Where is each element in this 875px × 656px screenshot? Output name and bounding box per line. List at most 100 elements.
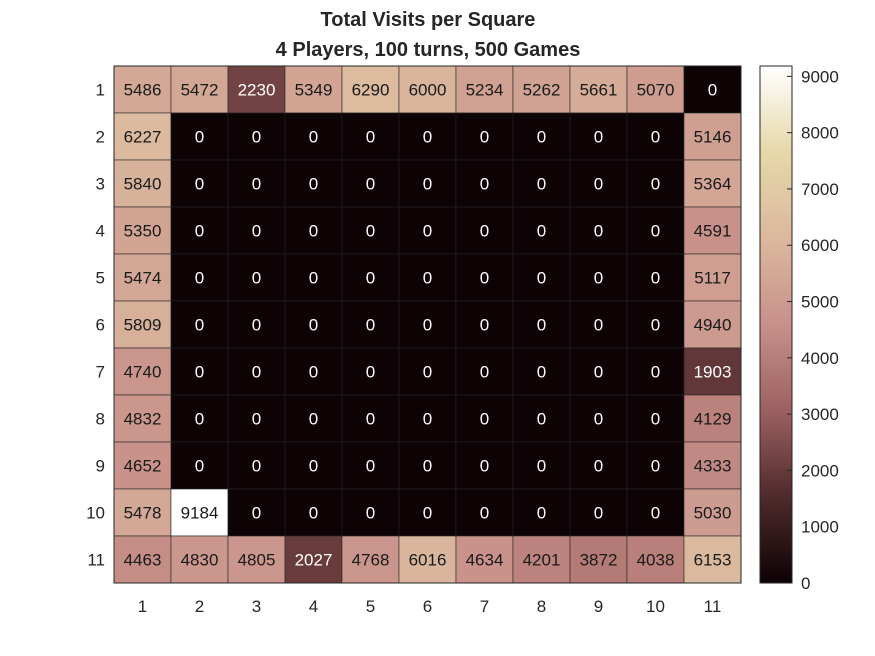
heatmap-cell <box>227 441 286 490</box>
heatmap-cell <box>569 488 628 537</box>
cell-value-label: 0 <box>309 269 318 288</box>
cell-value-label: 4832 <box>124 410 162 429</box>
heatmap-cell <box>227 206 286 255</box>
x-tick-label: 8 <box>537 597 546 616</box>
cell-value-label: 0 <box>594 175 603 194</box>
heatmap-cell <box>512 535 571 584</box>
cell-value-label: 0 <box>708 81 717 100</box>
y-tick-label: 1 <box>96 81 105 100</box>
cell-value-label: 4768 <box>352 551 390 570</box>
heatmap-cell <box>512 488 571 537</box>
cell-value-label: 0 <box>594 363 603 382</box>
x-tick-label: 11 <box>704 597 722 616</box>
cell-value-label: 5486 <box>124 81 162 100</box>
cell-value-label: 0 <box>537 222 546 241</box>
x-axis-ticks: 1 2 3 4 5 6 7 8 9 10 11 <box>138 597 722 616</box>
cell-value-label: 0 <box>423 175 432 194</box>
heatmap-cell <box>341 206 400 255</box>
x-tick-label: 6 <box>423 597 432 616</box>
cell-value-label: 6000 <box>409 81 447 100</box>
heatmap-cell <box>569 112 628 161</box>
cell-value-label: 5364 <box>694 175 732 194</box>
chart-subtitle: 4 Players, 100 turns, 500 Games <box>276 39 581 61</box>
heatmap-cell <box>398 112 457 161</box>
cell-value-label: 0 <box>594 222 603 241</box>
colorbar-tick-label: 6000 <box>801 236 839 255</box>
colorbar-tick-label: 5000 <box>801 293 839 312</box>
cell-value-label: 5262 <box>523 81 561 100</box>
cell-value-label: 5472 <box>181 81 219 100</box>
heatmap-cell <box>113 347 172 396</box>
heatmap-cell <box>683 488 742 537</box>
x-tick-label: 7 <box>480 597 489 616</box>
cell-value-label: 0 <box>309 457 318 476</box>
cell-value-label: 0 <box>594 457 603 476</box>
heatmap-cell <box>683 347 742 396</box>
heatmap-cell <box>113 535 172 584</box>
y-tick-label: 6 <box>96 316 105 335</box>
cell-value-label: 5350 <box>124 222 162 241</box>
cell-value-label: 1903 <box>694 363 732 382</box>
heatmap-cell <box>569 253 628 302</box>
chart-title: Total Visits per Square <box>321 9 536 31</box>
cell-value-label: 5809 <box>124 316 162 335</box>
cell-value-label: 4830 <box>181 551 219 570</box>
heatmap-cell <box>455 112 514 161</box>
heatmap-cell <box>569 441 628 490</box>
cell-value-label: 4652 <box>124 457 162 476</box>
colorbar <box>759 65 793 584</box>
y-tick-label: 4 <box>96 222 105 241</box>
cell-value-label: 0 <box>537 363 546 382</box>
heatmap-cell <box>227 347 286 396</box>
heatmap-cell <box>227 159 286 208</box>
cell-value-label: 0 <box>537 316 546 335</box>
heatmap-cell <box>569 159 628 208</box>
cell-value-label: 4940 <box>694 316 732 335</box>
heatmap-cell <box>398 441 457 490</box>
y-tick-label: 7 <box>96 363 105 382</box>
cell-value-label: 4463 <box>124 551 162 570</box>
cell-value-label: 0 <box>537 457 546 476</box>
heatmap-cell <box>170 253 229 302</box>
heatmap-cell <box>284 488 343 537</box>
cell-value-label: 0 <box>366 410 375 429</box>
cell-value-label: 5146 <box>694 128 732 147</box>
cell-value-label: 0 <box>252 316 261 335</box>
cell-value-label: 0 <box>594 269 603 288</box>
heatmap-cell <box>113 65 172 114</box>
cell-value-label: 0 <box>480 128 489 147</box>
cell-value-label: 0 <box>594 410 603 429</box>
cell-value-label: 6153 <box>694 551 732 570</box>
cell-value-label: 0 <box>423 269 432 288</box>
heatmap-cell <box>455 347 514 396</box>
heatmap-cell <box>284 441 343 490</box>
y-tick-label: 10 <box>86 504 105 523</box>
y-tick-label: 5 <box>96 269 105 288</box>
cell-value-label: 0 <box>309 222 318 241</box>
cell-value-label: 0 <box>537 410 546 429</box>
plot-frame <box>113 65 742 584</box>
cell-value-label: 4740 <box>124 363 162 382</box>
y-tick-label: 8 <box>96 410 105 429</box>
heatmap-cell <box>626 206 685 255</box>
x-tick-label: 4 <box>309 597 318 616</box>
heatmap-cell <box>113 159 172 208</box>
colorbar-tick-label: 9000 <box>801 67 839 86</box>
cell-value-label: 0 <box>423 410 432 429</box>
heatmap-cell <box>455 206 514 255</box>
cell-value-label: 5234 <box>466 81 504 100</box>
heatmap-cell <box>341 535 400 584</box>
heatmap-cell <box>683 112 742 161</box>
cell-value-label: 0 <box>537 504 546 523</box>
heatmap-cell <box>284 253 343 302</box>
heatmap-cell <box>284 65 343 114</box>
cell-value-label: 0 <box>195 269 204 288</box>
heatmap-cell <box>683 253 742 302</box>
heatmap-cell <box>626 394 685 443</box>
heatmap-cell <box>113 112 172 161</box>
heatmap-cell <box>227 253 286 302</box>
heatmap-cell <box>170 112 229 161</box>
cell-value-label: 0 <box>195 363 204 382</box>
cell-value-label: 5840 <box>124 175 162 194</box>
cell-value-label: 4634 <box>466 551 504 570</box>
